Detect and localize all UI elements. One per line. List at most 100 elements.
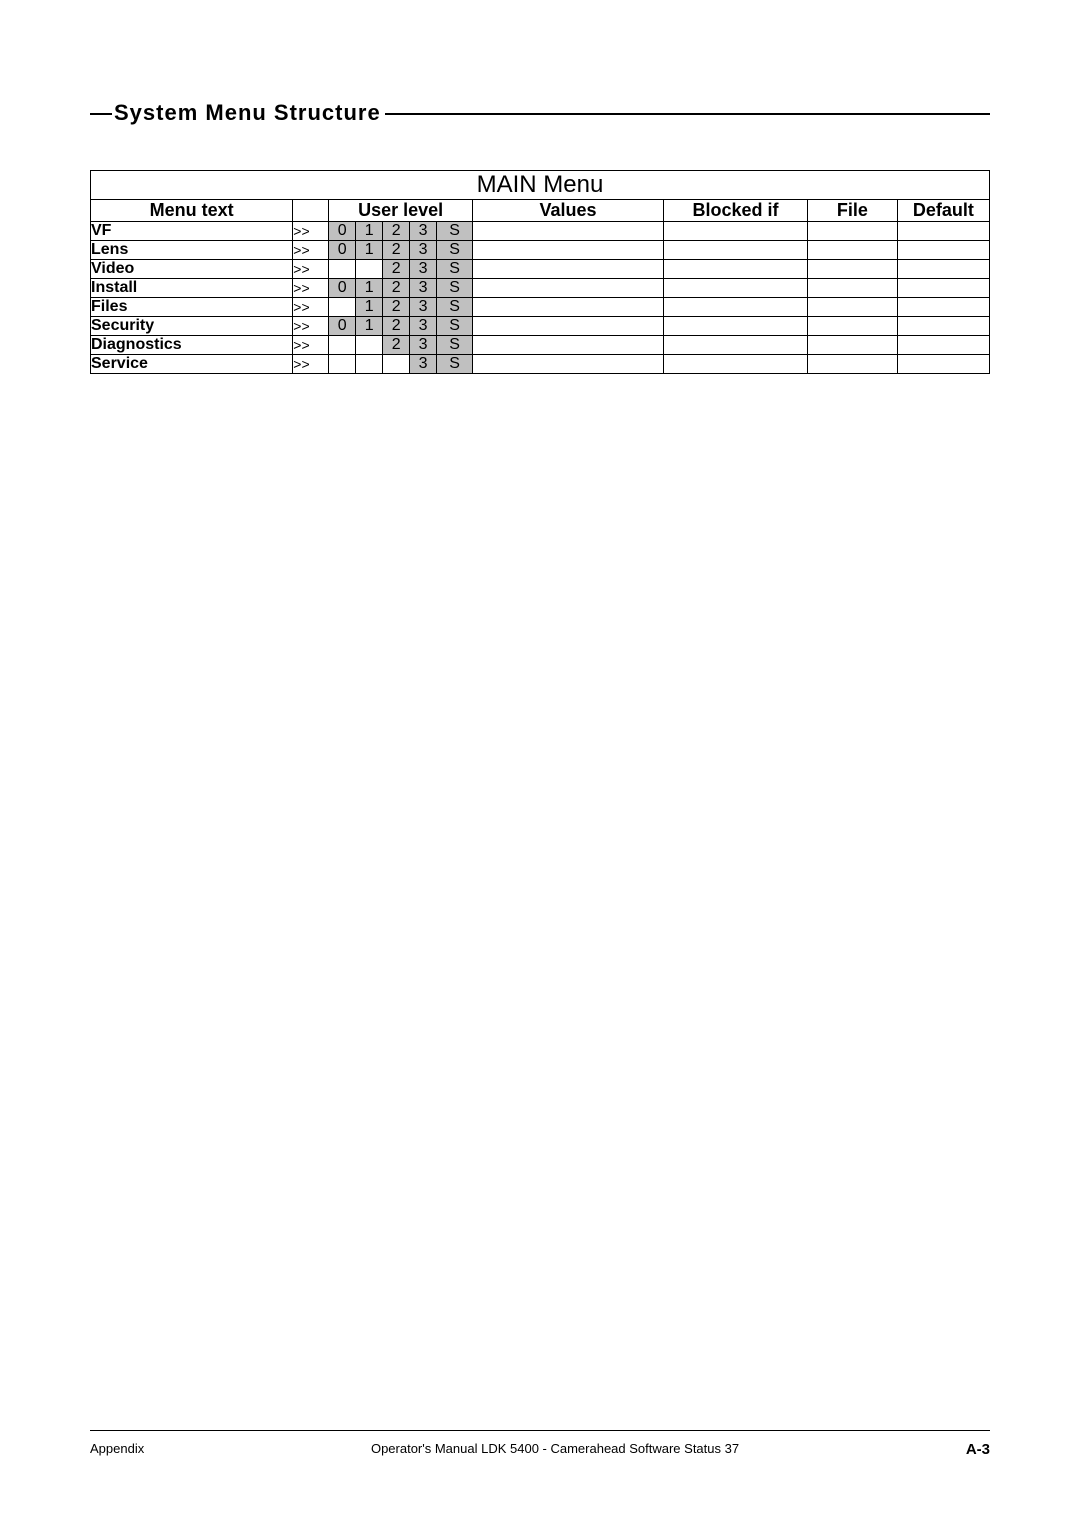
table-title-row: MAIN Menu bbox=[91, 171, 990, 200]
user-level-cell: 2 bbox=[383, 222, 410, 241]
values-cell bbox=[473, 222, 664, 241]
blocked_if-cell bbox=[664, 260, 808, 279]
heading-rule-right bbox=[385, 113, 990, 115]
user-level-cell: 3 bbox=[410, 279, 437, 298]
footer-center: Operator's Manual LDK 5400 - Camerahead … bbox=[371, 1441, 739, 1458]
user-level-cell: S bbox=[437, 260, 473, 279]
user-level-cell: 2 bbox=[383, 317, 410, 336]
user-level-cell: 3 bbox=[410, 241, 437, 260]
user-level-cell: 3 bbox=[410, 336, 437, 355]
col-file: File bbox=[807, 200, 897, 222]
default-cell bbox=[897, 317, 989, 336]
footer-rule bbox=[90, 1430, 990, 1431]
user-level-cell: 0 bbox=[329, 222, 356, 241]
menu-text-cell: Service bbox=[91, 355, 293, 374]
user-level-cell: S bbox=[437, 355, 473, 374]
menu-text-cell: Files bbox=[91, 298, 293, 317]
file-cell bbox=[807, 222, 897, 241]
values-cell bbox=[473, 279, 664, 298]
menu-text-cell: Lens bbox=[91, 241, 293, 260]
user-level-cell: S bbox=[437, 336, 473, 355]
user-level-cell: 0 bbox=[329, 317, 356, 336]
blocked_if-cell bbox=[664, 298, 808, 317]
col-arrow bbox=[293, 200, 329, 222]
user-level-cell: 0 bbox=[329, 241, 356, 260]
blocked_if-cell bbox=[664, 336, 808, 355]
heading-text: System Menu Structure bbox=[112, 100, 385, 126]
submenu-arrow: >> bbox=[293, 317, 329, 336]
user-level-cell bbox=[383, 355, 410, 374]
heading-rule-left bbox=[90, 113, 112, 115]
user-level-cell bbox=[329, 260, 356, 279]
menu-text-cell: Security bbox=[91, 317, 293, 336]
user-level-cell: 2 bbox=[383, 336, 410, 355]
default-cell bbox=[897, 279, 989, 298]
table-row: Lens>>0123S bbox=[91, 241, 990, 260]
default-cell bbox=[897, 222, 989, 241]
table-row: VF>>0123S bbox=[91, 222, 990, 241]
submenu-arrow: >> bbox=[293, 279, 329, 298]
blocked_if-cell bbox=[664, 355, 808, 374]
footer-left: Appendix bbox=[90, 1441, 144, 1458]
submenu-arrow: >> bbox=[293, 298, 329, 317]
user-level-cell bbox=[356, 336, 383, 355]
user-level-cell: S bbox=[437, 241, 473, 260]
user-level-cell: 1 bbox=[356, 279, 383, 298]
default-cell bbox=[897, 260, 989, 279]
default-cell bbox=[897, 336, 989, 355]
user-level-cell: 0 bbox=[329, 279, 356, 298]
user-level-cell: 1 bbox=[356, 317, 383, 336]
user-level-cell: 3 bbox=[410, 317, 437, 336]
col-menu-text: Menu text bbox=[91, 200, 293, 222]
user-level-cell: S bbox=[437, 298, 473, 317]
user-level-cell: S bbox=[437, 222, 473, 241]
values-cell bbox=[473, 355, 664, 374]
user-level-cell: 2 bbox=[383, 260, 410, 279]
user-level-cell: 3 bbox=[410, 355, 437, 374]
user-level-cell: 2 bbox=[383, 279, 410, 298]
footer-page-number: A-3 bbox=[966, 1441, 990, 1458]
submenu-arrow: >> bbox=[293, 260, 329, 279]
col-blocked-if: Blocked if bbox=[664, 200, 808, 222]
table-row: Security>>0123S bbox=[91, 317, 990, 336]
user-level-cell: 3 bbox=[410, 222, 437, 241]
col-values: Values bbox=[473, 200, 664, 222]
user-level-cell: 3 bbox=[410, 260, 437, 279]
section-heading: System Menu Structure bbox=[90, 100, 990, 130]
file-cell bbox=[807, 298, 897, 317]
values-cell bbox=[473, 241, 664, 260]
submenu-arrow: >> bbox=[293, 222, 329, 241]
user-level-cell: 3 bbox=[410, 298, 437, 317]
user-level-cell: 2 bbox=[383, 298, 410, 317]
user-level-cell bbox=[329, 298, 356, 317]
file-cell bbox=[807, 355, 897, 374]
page-footer: Appendix Operator's Manual LDK 5400 - Ca… bbox=[90, 1430, 990, 1458]
table-row: Install>>0123S bbox=[91, 279, 990, 298]
values-cell bbox=[473, 336, 664, 355]
values-cell bbox=[473, 317, 664, 336]
table-header-row: Menu text User level Values Blocked if F… bbox=[91, 200, 990, 222]
blocked_if-cell bbox=[664, 279, 808, 298]
menu-text-cell: VF bbox=[91, 222, 293, 241]
file-cell bbox=[807, 317, 897, 336]
menu-text-cell: Diagnostics bbox=[91, 336, 293, 355]
user-level-cell: S bbox=[437, 317, 473, 336]
main-menu-table: MAIN Menu Menu text User level Values Bl… bbox=[90, 170, 990, 374]
file-cell bbox=[807, 241, 897, 260]
menu-text-cell: Video bbox=[91, 260, 293, 279]
values-cell bbox=[473, 298, 664, 317]
user-level-cell: 2 bbox=[383, 241, 410, 260]
blocked_if-cell bbox=[664, 317, 808, 336]
user-level-cell bbox=[329, 355, 356, 374]
file-cell bbox=[807, 260, 897, 279]
col-default: Default bbox=[897, 200, 989, 222]
blocked_if-cell bbox=[664, 241, 808, 260]
default-cell bbox=[897, 298, 989, 317]
user-level-cell: 1 bbox=[356, 222, 383, 241]
col-user-level: User level bbox=[329, 200, 473, 222]
user-level-cell bbox=[356, 355, 383, 374]
submenu-arrow: >> bbox=[293, 336, 329, 355]
user-level-cell: 1 bbox=[356, 298, 383, 317]
user-level-cell bbox=[356, 260, 383, 279]
table-row: Files>> 123S bbox=[91, 298, 990, 317]
